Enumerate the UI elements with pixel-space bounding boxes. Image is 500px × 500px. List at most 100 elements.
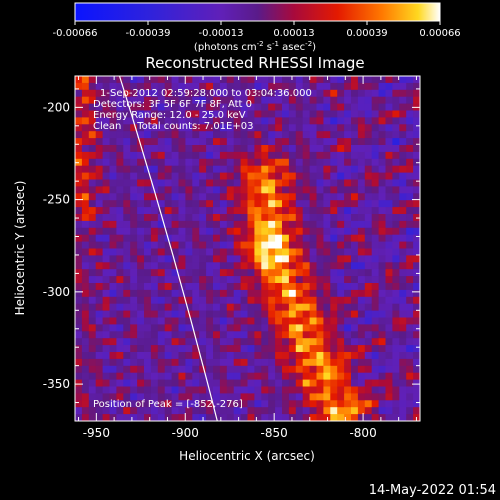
heatmap-cell bbox=[247, 151, 255, 160]
heatmap-cell bbox=[109, 131, 117, 139]
heatmap-cell bbox=[268, 414, 276, 422]
heatmap-cell bbox=[75, 172, 83, 180]
heatmap-cell bbox=[357, 172, 366, 180]
heatmap-cell bbox=[81, 138, 90, 146]
heatmap-cell bbox=[357, 207, 366, 215]
heatmap-cell bbox=[261, 138, 269, 146]
heatmap-cell bbox=[261, 248, 269, 256]
heatmap-cell bbox=[302, 289, 310, 298]
heatmap-cell bbox=[378, 124, 386, 132]
heatmap-cell bbox=[199, 262, 207, 270]
heatmap-cell bbox=[102, 131, 110, 139]
heatmap-cell bbox=[75, 310, 83, 318]
heatmap-cell bbox=[240, 269, 248, 277]
heatmap-cell bbox=[330, 414, 338, 422]
heatmap-cell bbox=[330, 400, 338, 408]
heatmap-cell bbox=[309, 227, 317, 236]
heatmap-cell bbox=[330, 103, 338, 111]
heatmap-cell bbox=[357, 234, 366, 242]
heatmap-cell bbox=[357, 269, 366, 277]
heatmap-cell bbox=[392, 345, 400, 353]
heatmap-cell bbox=[219, 324, 228, 332]
heatmap-cell bbox=[150, 110, 159, 118]
heatmap-cell bbox=[392, 172, 400, 180]
heatmap-cell bbox=[240, 89, 248, 98]
heatmap-cell bbox=[178, 310, 186, 318]
heatmap-cell bbox=[316, 207, 324, 215]
heatmap-cell bbox=[150, 193, 159, 201]
heatmap-cell bbox=[247, 214, 255, 222]
heatmap-cell bbox=[268, 227, 276, 236]
heatmap-cell bbox=[261, 117, 269, 125]
heatmap-cell bbox=[337, 324, 345, 332]
heatmap-cell bbox=[288, 352, 297, 360]
heatmap-cell bbox=[268, 234, 276, 242]
heatmap-cell bbox=[330, 200, 338, 208]
heatmap-cell bbox=[178, 82, 186, 91]
heatmap-cell bbox=[157, 352, 166, 360]
heatmap-cell bbox=[178, 331, 186, 339]
heatmap-cell bbox=[88, 151, 97, 160]
heatmap-cell bbox=[406, 138, 414, 146]
heatmap-cell bbox=[247, 241, 255, 249]
heatmap-cell bbox=[164, 303, 172, 311]
heatmap-cell bbox=[261, 310, 269, 318]
heatmap-cell bbox=[309, 331, 317, 339]
heatmap-cell bbox=[185, 262, 193, 270]
heatmap-cell bbox=[330, 393, 338, 401]
heatmap-cell bbox=[392, 255, 400, 263]
heatmap-cell bbox=[406, 76, 414, 84]
heatmap-cell bbox=[254, 103, 262, 111]
heatmap-cell bbox=[288, 379, 297, 387]
heatmap-cell bbox=[413, 96, 421, 104]
heatmap-cell bbox=[275, 89, 283, 98]
heatmap-cell bbox=[185, 269, 193, 277]
heatmap-cell bbox=[164, 158, 172, 167]
heatmap-cell bbox=[357, 310, 366, 318]
heatmap-cell bbox=[392, 96, 400, 104]
heatmap-cell bbox=[137, 303, 145, 311]
heatmap-cell bbox=[219, 269, 228, 277]
heatmap-cell bbox=[337, 255, 345, 263]
heatmap-cell bbox=[164, 324, 172, 332]
heatmap-cell bbox=[261, 227, 269, 236]
heatmap-cell bbox=[192, 379, 200, 387]
heatmap-cell bbox=[378, 165, 386, 173]
heatmap-cell bbox=[261, 172, 269, 180]
heatmap-cell bbox=[413, 324, 421, 332]
heatmap-cell bbox=[150, 386, 159, 394]
heatmap-cell bbox=[268, 379, 276, 387]
heatmap-cell bbox=[392, 241, 400, 249]
heatmap-cell bbox=[199, 110, 207, 118]
heatmap-cell bbox=[378, 76, 386, 84]
heatmap-cell bbox=[226, 407, 235, 415]
heatmap-cell bbox=[144, 400, 152, 408]
heatmap-cell bbox=[130, 200, 138, 208]
heatmap-cell bbox=[75, 89, 83, 98]
heatmap-cell bbox=[144, 303, 152, 311]
heatmap-cell bbox=[344, 241, 352, 249]
heatmap-cell bbox=[95, 234, 103, 242]
heatmap-cell bbox=[192, 103, 200, 111]
heatmap-cell bbox=[302, 200, 310, 208]
heatmap-cell bbox=[226, 269, 235, 277]
heatmap-cell bbox=[137, 262, 145, 270]
heatmap-cell bbox=[95, 158, 103, 167]
heatmap-cell bbox=[219, 303, 228, 311]
heatmap-cell bbox=[323, 165, 331, 173]
heatmap-cell bbox=[357, 372, 366, 380]
heatmap-cell bbox=[130, 358, 138, 367]
heatmap-cell bbox=[399, 386, 407, 394]
heatmap-cell bbox=[213, 296, 221, 305]
heatmap-cell bbox=[406, 131, 414, 139]
heatmap-cell bbox=[233, 352, 241, 360]
heatmap-cell bbox=[330, 310, 338, 318]
heatmap-cell bbox=[199, 289, 207, 298]
heatmap-cell bbox=[337, 407, 345, 415]
heatmap-cell bbox=[144, 82, 152, 91]
heatmap-cell bbox=[130, 283, 138, 291]
heatmap-cell bbox=[213, 207, 221, 215]
heatmap-cell bbox=[150, 207, 159, 215]
heatmap-cell bbox=[102, 138, 110, 146]
heatmap-cell bbox=[309, 262, 317, 270]
